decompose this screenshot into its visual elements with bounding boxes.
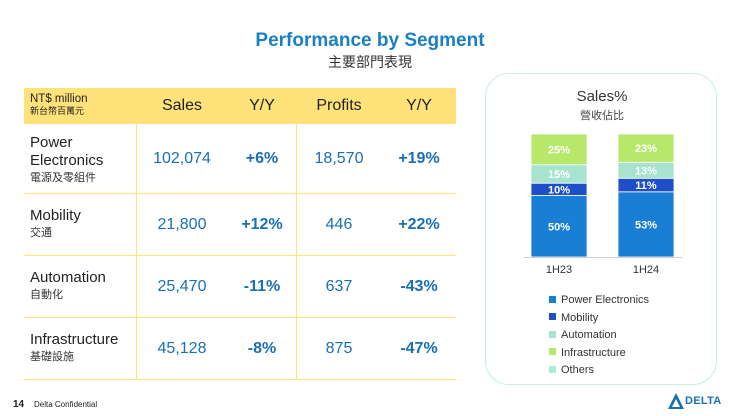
unit-label: NT$ million 新台幣百萬元	[30, 93, 88, 119]
profits-yy-value: -43%	[400, 278, 438, 295]
bar-segment	[617, 191, 675, 258]
sales-value: 21,800	[157, 216, 207, 233]
unit-en: NT$ million	[30, 93, 88, 105]
legend-swatch	[549, 365, 556, 373]
segment-name-line1: Mobility	[30, 207, 81, 224]
table-header: NT$ million 新台幣百萬元 Sales Y/Y Profits Y/Y	[24, 88, 456, 124]
unit-cn: 新台幣百萬元	[30, 107, 85, 117]
table-row: Power Electronics 電源及零組件 102,074 +6% 18,…	[24, 124, 456, 193]
legend-label: Mobility	[561, 311, 599, 324]
confidential-label: Delta Confidential	[34, 400, 98, 409]
page-subtitle: 主要部門表現	[328, 55, 412, 71]
segment-name: Power Electronics 電源及零組件	[30, 134, 103, 185]
legend-item: Mobility	[549, 310, 649, 328]
profits-yy-value: -47%	[400, 340, 438, 357]
header-profits-yy: Y/Y	[406, 97, 432, 114]
legend-swatch	[549, 295, 556, 303]
sales-value: 25,470	[157, 278, 207, 295]
chart-legend: Power Electronics Mobility Automation Infra…	[549, 292, 649, 380]
segment-name-cn: 電源及零組件	[30, 171, 96, 184]
sales-value: 102,074	[153, 150, 211, 167]
bar-data-label: 11%	[635, 180, 657, 192]
grid-line	[24, 193, 456, 194]
grid-line	[296, 124, 297, 380]
grid-line	[24, 317, 456, 318]
profits-yy-value: +22%	[398, 216, 440, 233]
stacked-bar-chart: 50% 10% 15% 25% 1H23 53% 11% 13% 23% 1H24	[524, 133, 682, 276]
segment-name-cn: 基礎設施	[30, 350, 74, 363]
chart-subtitle: 營收佔比	[580, 109, 624, 122]
legend-item: Others	[549, 362, 649, 380]
segment-name-cn: 交通	[30, 226, 52, 239]
legend-item: Power Electronics	[549, 292, 649, 310]
header-profits: Profits	[316, 97, 362, 114]
legend-item: Infrastructure	[549, 345, 649, 363]
sales-yy-value: -8%	[247, 340, 277, 357]
legend-label: Automation	[561, 329, 617, 341]
bar-data-label: 25%	[548, 144, 570, 156]
sales-yy-value: +6%	[245, 150, 279, 167]
legend-swatch	[549, 330, 556, 338]
profits-value: 875	[325, 340, 353, 357]
segment-name: Automation 自動化	[30, 269, 106, 302]
bar-data-label: 50%	[548, 221, 570, 233]
bar-data-label: 10%	[548, 184, 570, 196]
sales-yy-value: +12%	[241, 216, 283, 233]
chart-title: Sales%	[576, 88, 628, 105]
bar-data-label: 53%	[635, 219, 657, 231]
header-sales-yy: Y/Y	[249, 97, 275, 114]
header-sales: Sales	[161, 97, 203, 114]
profits-yy-value: +19%	[398, 150, 440, 167]
sales-yy-value: -11%	[243, 278, 281, 295]
segment-name-cn: 自動化	[30, 288, 63, 301]
page-title: Performance by Segment	[255, 30, 485, 51]
grid-line	[24, 255, 456, 256]
segment-name: Infrastructure 基礎設施	[30, 331, 118, 364]
segment-name: Mobility 交通	[30, 207, 81, 240]
grid-line	[136, 124, 137, 380]
category-label: 1H23	[546, 264, 572, 276]
profits-value: 637	[325, 278, 353, 295]
segment-name-line2: Electronics	[30, 152, 104, 169]
category-label: 1H24	[633, 264, 659, 276]
legend-label: Infrastructure	[561, 346, 626, 359]
bar-data-label: 23%	[635, 143, 657, 155]
table-row: Mobility 交通 21,800 +12% 446 +22%	[24, 193, 456, 255]
bar-data-label: 13%	[635, 165, 657, 177]
logo-text: DELTA	[685, 395, 722, 407]
segment-table: NT$ million 新台幣百萬元 Sales Y/Y Profits Y/Y…	[24, 88, 456, 380]
bar-segment	[617, 133, 675, 163]
legend-label: Power Electronics	[561, 294, 650, 306]
legend-swatch	[549, 348, 556, 356]
legend-item: Automation	[549, 327, 649, 345]
sales-share-chart-panel: Sales% 營收佔比 50% 10% 15% 25% 1H23 53% 11% 13% 23%…	[485, 73, 717, 385]
page-number: 14	[13, 399, 25, 410]
bar-segment	[530, 195, 588, 258]
table-row: Automation 自動化 25,470 -11% 637 -43%	[24, 255, 456, 317]
bar-data-label: 15%	[548, 169, 570, 181]
profits-value: 18,570	[314, 150, 364, 167]
legend-label: Others	[561, 364, 595, 376]
table-row: Infrastructure 基礎設施 45,128 -8% 875 -47%	[24, 317, 456, 379]
sales-value: 45,128	[157, 340, 207, 357]
segment-name-line1: Power	[30, 134, 73, 151]
segment-name-line1: Automation	[30, 269, 106, 286]
profits-value: 446	[325, 216, 353, 233]
bar-segment	[530, 133, 588, 166]
grid-line	[24, 379, 456, 380]
delta-logo-icon	[668, 393, 684, 409]
legend-swatch	[549, 313, 556, 321]
segment-name-line1: Infrastructure	[30, 331, 119, 348]
